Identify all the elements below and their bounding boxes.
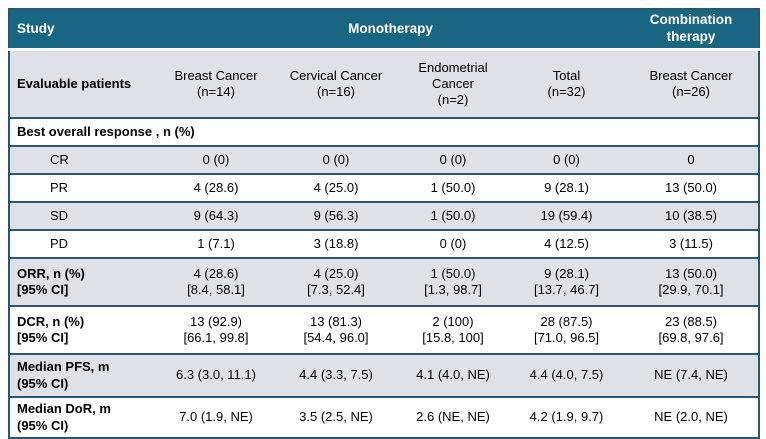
table-row-orr: ORR, n (%) [95% CI] 4 (28.6) [8.4, 58.1]… — [9, 258, 760, 306]
row-label: SD — [9, 202, 157, 230]
data-cell: 0 (0) — [397, 146, 509, 174]
data-cell: 2 (100) [15.8, 100] — [397, 306, 509, 354]
data-cell: 9 (56.3) — [275, 202, 397, 230]
data-cell: 7.0 (1.9, NE) — [157, 397, 275, 438]
data-cell: 4 (12.5) — [509, 230, 625, 258]
table-row-dcr: DCR, n (%) [95% CI] 13 (92.9) [66.1, 99.… — [9, 306, 760, 354]
evaluable-patients-label: Evaluable patients — [9, 49, 157, 118]
results-table-container: Study Monotherapy Combination therapy Ev… — [8, 8, 761, 439]
data-cell: 4.2 (1.9, 9.7) — [509, 397, 625, 438]
section-header: Best overall response , n (%) — [9, 118, 760, 146]
monotherapy-header-cell: Monotherapy — [157, 9, 625, 50]
table-row-pd: PD 1 (7.1) 3 (18.8) 0 (0) 4 (12.5) 3 (11… — [9, 230, 760, 258]
column-header-cervical-cancer: Cervical Cancer (n=16) — [275, 49, 397, 118]
data-cell: 1 (7.1) — [157, 230, 275, 258]
study-header-cell: Study — [9, 9, 157, 50]
data-cell: 13 (92.9) [66.1, 99.8] — [157, 306, 275, 354]
clinical-results-table: Study Monotherapy Combination therapy Ev… — [8, 8, 761, 439]
table-header-row: Study Monotherapy Combination therapy — [9, 9, 760, 50]
data-cell: 1 (50.0) — [397, 202, 509, 230]
data-cell: 9 (64.3) — [157, 202, 275, 230]
row-label: CR — [9, 146, 157, 174]
data-cell: 0 — [624, 146, 760, 174]
data-cell: 19 (59.4) — [509, 202, 625, 230]
data-cell: 4 (28.6) [8.4, 58.1] — [157, 258, 275, 306]
data-cell: 6.3 (3.0, 11.1) — [157, 354, 275, 397]
data-cell: 28 (87.5) [71.0, 96.5] — [509, 306, 625, 354]
data-cell: 3 (11.5) — [624, 230, 760, 258]
combination-therapy-header-cell: Combination therapy — [624, 9, 760, 50]
row-label: Median DoR, m (95% CI) — [9, 397, 157, 438]
row-label: PD — [9, 230, 157, 258]
data-cell: NE (7.4, NE) — [624, 354, 760, 397]
data-cell: 10 (38.5) — [624, 202, 760, 230]
column-header-total: Total (n=32) — [509, 49, 625, 118]
data-cell: 13 (50.0) [29.9, 70.1] — [624, 258, 760, 306]
table-row-cr: CR 0 (0) 0 (0) 0 (0) 0 (0) 0 — [9, 146, 760, 174]
row-label: ORR, n (%) [95% CI] — [9, 258, 157, 306]
data-cell: 4.1 (4.0, NE) — [397, 354, 509, 397]
data-cell: 9 (28.1) — [509, 174, 625, 202]
section-header-row: Best overall response , n (%) — [9, 118, 760, 146]
data-cell: 0 (0) — [157, 146, 275, 174]
data-cell: 4 (25.0) [7.3, 52.4] — [275, 258, 397, 306]
data-cell: 1 (50.0) [1.3, 98.7] — [397, 258, 509, 306]
data-cell: 4 (28.6) — [157, 174, 275, 202]
column-header-breast-cancer-combo: Breast Cancer (n=26) — [624, 49, 760, 118]
data-cell: 4.4 (4.0, 7.5) — [509, 354, 625, 397]
data-cell: 23 (88.5) [69.8, 97.6] — [624, 306, 760, 354]
data-cell: 1 (50.0) — [397, 174, 509, 202]
data-cell: 2.6 (NE, NE) — [397, 397, 509, 438]
data-cell: 3 (18.8) — [275, 230, 397, 258]
column-header-breast-cancer-mono: Breast Cancer (n=14) — [157, 49, 275, 118]
data-cell: 0 (0) — [275, 146, 397, 174]
data-cell: 3.5 (2.5, NE) — [275, 397, 397, 438]
data-cell: 0 (0) — [397, 230, 509, 258]
table-row-median-pfs: Median PFS, m (95% CI) 6.3 (3.0, 11.1) 4… — [9, 354, 760, 397]
column-header-endometrial-cancer: Endometrial Cancer (n=2) — [397, 49, 509, 118]
column-header-row: Evaluable patients Breast Cancer (n=14) … — [9, 49, 760, 118]
data-cell: 9 (28.1) [13.7, 46.7] — [509, 258, 625, 306]
data-cell: NE (2.0, NE) — [624, 397, 760, 438]
data-cell: 0 (0) — [509, 146, 625, 174]
table-row-sd: SD 9 (64.3) 9 (56.3) 1 (50.0) 19 (59.4) … — [9, 202, 760, 230]
row-label: Median PFS, m (95% CI) — [9, 354, 157, 397]
table-row-median-dor: Median DoR, m (95% CI) 7.0 (1.9, NE) 3.5… — [9, 397, 760, 438]
row-label: PR — [9, 174, 157, 202]
data-cell: 13 (81.3) [54.4, 96.0] — [275, 306, 397, 354]
row-label: DCR, n (%) [95% CI] — [9, 306, 157, 354]
data-cell: 4.4 (3.3, 7.5) — [275, 354, 397, 397]
data-cell: 4 (25.0) — [275, 174, 397, 202]
data-cell: 13 (50.0) — [624, 174, 760, 202]
table-row-pr: PR 4 (28.6) 4 (25.0) 1 (50.0) 9 (28.1) 1… — [9, 174, 760, 202]
